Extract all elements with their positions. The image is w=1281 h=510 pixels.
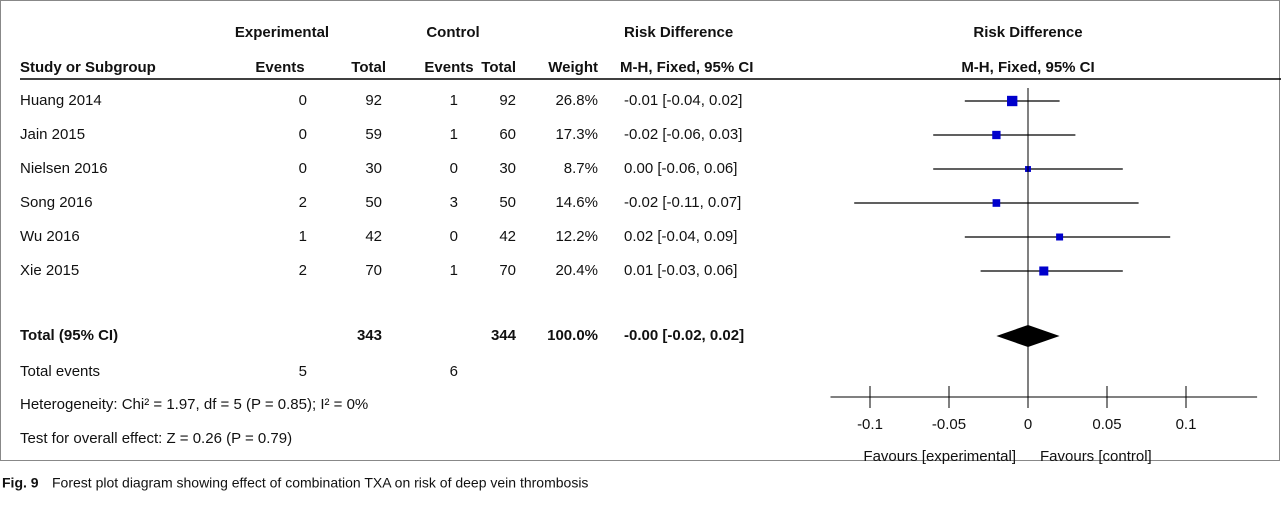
- header-group: Risk Difference: [973, 24, 1082, 41]
- cell: 0: [299, 126, 307, 143]
- cell: 1: [450, 92, 458, 109]
- cell: 0.01 [-0.03, 0.06]: [624, 262, 737, 279]
- column-header: Total: [481, 59, 516, 76]
- effect-square: [992, 199, 1001, 207]
- cell: 70: [365, 262, 382, 279]
- cell: 3: [450, 194, 458, 211]
- cell: 0: [299, 160, 307, 177]
- cell: 42: [499, 228, 516, 245]
- cell: -0.02 [-0.06, 0.03]: [624, 126, 742, 143]
- cell: 1: [450, 262, 458, 279]
- effect-square: [992, 130, 1001, 140]
- cell: 1: [450, 126, 458, 143]
- cell: 5: [299, 363, 307, 380]
- heterogeneity: Heterogeneity: Chi² = 1.97, df = 5 (P = …: [20, 396, 368, 413]
- cell: -0.00 [-0.02, 0.02]: [624, 327, 744, 344]
- cell: 70: [499, 262, 516, 279]
- caption-label: Fig. 9: [2, 475, 39, 491]
- column-header: Events: [424, 59, 473, 76]
- cell: 2: [299, 194, 307, 211]
- x-tick-label: -0.1: [857, 416, 883, 433]
- cell: 0: [450, 228, 458, 245]
- cell: 30: [365, 160, 382, 177]
- study-name: Xie 2015: [20, 262, 79, 279]
- cell: 92: [365, 92, 382, 109]
- total-events: Total events: [20, 363, 100, 380]
- x-tick-label: -0.05: [932, 416, 966, 433]
- study-name: Nielsen 2016: [20, 160, 108, 177]
- cell: 0: [450, 160, 458, 177]
- header-group: Experimental: [235, 24, 329, 41]
- cell: 42: [365, 228, 382, 245]
- cell: 2: [299, 262, 307, 279]
- study-name: Song 2016: [20, 194, 93, 211]
- cell: 14.6%: [555, 194, 598, 211]
- header-group: Control: [426, 24, 479, 41]
- effect-square: [1039, 266, 1049, 276]
- column-header: Events: [255, 59, 304, 76]
- effect-square: [1056, 233, 1064, 241]
- cell: 0: [299, 92, 307, 109]
- column-header: M-H, Fixed, 95% CI: [961, 59, 1094, 76]
- cell: 59: [365, 126, 382, 143]
- cell: 60: [499, 126, 516, 143]
- caption: Forest plot diagram showing effect of co…: [52, 475, 588, 491]
- cell: 0.02 [-0.04, 0.09]: [624, 228, 737, 245]
- cell: 12.2%: [555, 228, 598, 245]
- overall-effect: Test for overall effect: Z = 0.26 (P = 0…: [20, 430, 292, 447]
- total-name: Total (95% CI): [20, 327, 118, 344]
- favours-left: Favours [experimental]: [863, 448, 1016, 465]
- favours-right: Favours [control]: [1040, 448, 1152, 465]
- study-name: Jain 2015: [20, 126, 85, 143]
- cell: 6: [450, 363, 458, 380]
- cell: -0.01 [-0.04, 0.02]: [624, 92, 742, 109]
- cell: 0.00 [-0.06, 0.06]: [624, 160, 737, 177]
- x-tick-label: 0.1: [1176, 416, 1197, 433]
- cell: 17.3%: [555, 126, 598, 143]
- study-name: Wu 2016: [20, 228, 80, 245]
- cell: 100.0%: [547, 327, 598, 344]
- cell: 343: [357, 327, 382, 344]
- x-tick-label: 0: [1024, 416, 1032, 433]
- cell: 8.7%: [564, 160, 598, 177]
- column-header: Study or Subgroup: [20, 59, 156, 76]
- study-name: Huang 2014: [20, 92, 102, 109]
- column-header: M-H, Fixed, 95% CI: [620, 59, 753, 76]
- cell: 50: [365, 194, 382, 211]
- column-header: Total: [351, 59, 386, 76]
- frame: [0, 0, 1280, 461]
- column-header: Weight: [548, 59, 598, 76]
- cell: 1: [299, 228, 307, 245]
- cell: 30: [499, 160, 516, 177]
- cell: 50: [499, 194, 516, 211]
- header-group: Risk Difference: [624, 24, 733, 41]
- cell: -0.02 [-0.11, 0.07]: [624, 194, 741, 211]
- cell: 92: [499, 92, 516, 109]
- cell: 20.4%: [555, 262, 598, 279]
- cell: 344: [491, 327, 517, 344]
- cell: 26.8%: [555, 92, 598, 109]
- effect-square: [1007, 95, 1018, 107]
- x-tick-label: 0.05: [1092, 416, 1121, 433]
